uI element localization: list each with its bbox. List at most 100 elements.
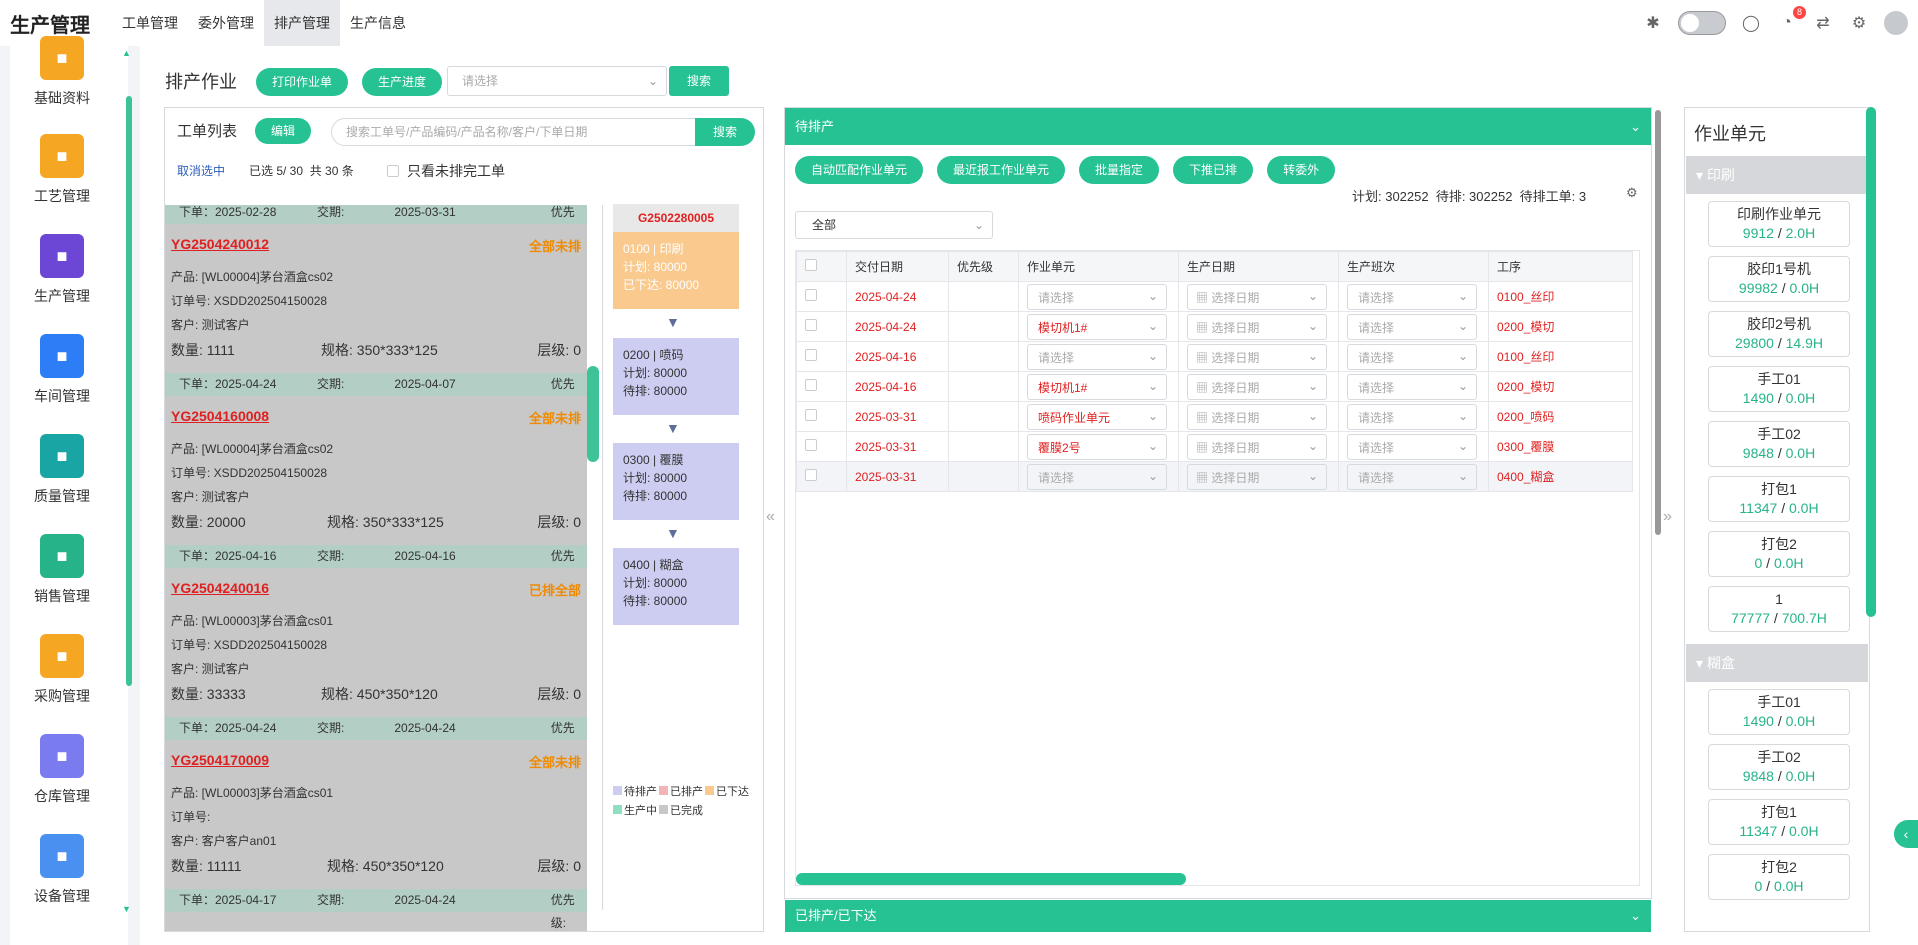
col-process[interactable]: 工序 [1488,251,1633,282]
sidebar-item[interactable]: ■ 设备管理 [10,834,114,906]
chat-icon[interactable]: ◯ [1742,15,1760,32]
pending-action-button[interactable]: 下推已排 [1173,156,1254,184]
work-unit-card[interactable]: 1 77777 / 700.7H [1708,586,1850,632]
process-step[interactable]: 0300 | 覆膜 计划: 80000 待排: 80000 [613,443,739,520]
work-unit-card[interactable]: 打包1 11347 / 0.0H [1708,799,1850,845]
row-checkbox[interactable] [805,469,817,481]
select-all-cell[interactable] [796,251,847,282]
process-step[interactable]: 0400 | 糊盒 计划: 80000 待排: 80000 [613,548,739,625]
scheduled-header[interactable]: 已排产/已下达 ⌄ [785,900,1651,932]
collapse-right-icon[interactable]: » [1663,508,1672,525]
order-search-input[interactable]: 搜索工单号/产品编码/产品名称/客户/下单日期 [346,125,588,139]
deselect-link[interactable]: 取消选中 [177,164,226,178]
shift-select[interactable]: 请选择 [1347,313,1477,340]
order-card[interactable]: YG2504170009 全部未排 产品: [WL00003]茅台酒盒cs01 订单号… [165,740,587,889]
work-unit-select[interactable]: 覆膜2号 [1027,433,1167,460]
row-checkbox[interactable] [805,289,817,301]
sidebar-item[interactable]: ■ 车间管理 [10,334,114,406]
work-unit-select[interactable]: 模切机1# [1027,373,1167,400]
order-search-button[interactable]: 搜索 [694,118,755,146]
pending-filter-select[interactable]: 全部 [795,211,993,239]
nav-work-order[interactable]: 工单管理 [122,15,178,31]
pending-header[interactable]: 待排产 ⌄ [785,108,1651,145]
order-number-link[interactable]: YG2504170009 [171,752,270,768]
row-checkbox[interactable] [805,439,817,451]
sidebar-item[interactable]: ■ 工艺管理 [10,134,114,206]
work-unit-card[interactable]: 打包2 0 / 0.0H [1708,854,1850,900]
work-unit-group[interactable]: ▾ 糊盒 [1686,644,1868,682]
header-select[interactable]: 请选择 [447,66,667,96]
work-unit-card[interactable]: 印刷作业单元 9912 / 2.0H [1708,201,1850,247]
row-checkbox[interactable] [805,319,817,331]
production-date-picker[interactable]: ▦ 选择日期 [1187,283,1327,310]
pending-action-button[interactable]: 批量指定 [1079,156,1160,184]
order-number-link[interactable]: YG2504240016 [171,580,270,596]
shift-select[interactable]: 请选择 [1347,463,1477,490]
order-number-link[interactable]: YG2504160008 [171,408,270,424]
shift-select[interactable]: 请选择 [1347,343,1477,370]
work-unit-card[interactable]: 手工02 9848 / 0.0H [1708,421,1850,467]
work-unit-select[interactable]: 模切机1# [1027,313,1167,340]
sidebar-item[interactable]: ■ 销售管理 [10,534,114,606]
pending-v-scrollbar[interactable] [1655,110,1661,535]
row-checkbox[interactable] [805,409,817,421]
chevron-down-icon[interactable]: ⌄ [1630,908,1641,923]
work-unit-select[interactable]: 请选择 [1027,283,1167,310]
sidebar-item[interactable]: ■ 质量管理 [10,434,114,506]
sidebar-scrollbar[interactable] [126,96,132,686]
production-date-picker[interactable]: ▦ 选择日期 [1187,343,1327,370]
order-card[interactable]: YG2504160008 全部未排 产品: [WL00004]茅台酒盒cs02 订单号… [165,396,587,545]
work-unit-select[interactable]: 喷码作业单元 [1027,403,1167,430]
work-unit-card[interactable]: 手工02 9848 / 0.0H [1708,744,1850,790]
col-production-date[interactable]: 生产日期 [1178,251,1339,282]
edit-button[interactable]: 编辑 [255,118,312,144]
row-checkbox[interactable] [805,349,817,361]
work-unit-card[interactable]: 手工01 1490 / 0.0H [1708,366,1850,412]
sidebar-item[interactable]: ■ 基础资料 [10,36,114,108]
work-unit-group[interactable]: ▾ 印刷 [1686,156,1868,194]
sidebar-item[interactable]: ■ 生产管理 [10,234,114,306]
work-unit-card[interactable]: 胶印2号机 29800 / 14.9H [1708,311,1850,357]
sidebar-item[interactable]: ■ 采购管理 [10,634,114,706]
work-units-scrollbar[interactable] [1866,107,1876,617]
only-unscheduled-checkbox[interactable] [387,165,399,177]
table-h-scrollbar[interactable] [796,873,1186,885]
side-panel-toggle[interactable]: ‹ [1894,820,1918,848]
col-shift[interactable]: 生产班次 [1338,251,1489,282]
work-unit-select[interactable]: 请选择 [1027,463,1167,490]
work-unit-select[interactable]: 请选择 [1027,343,1167,370]
nav-production-info[interactable]: 生产信息 [350,15,406,31]
chevron-down-icon[interactable]: ⌄ [1630,119,1641,134]
print-work-order-button[interactable]: 打印作业单 [256,68,349,96]
pending-action-button[interactable]: 转委外 [1267,156,1336,184]
shift-select[interactable]: 请选择 [1347,283,1477,310]
order-card[interactable]: YG2504240012 全部未排 产品: [WL00004]茅台酒盒cs02 订单号… [165,224,587,373]
production-progress-button[interactable]: 生产进度 [362,68,443,96]
process-step[interactable]: 0100 | 印刷 计划: 80000 已下达: 80000 [613,232,739,309]
scroll-up-icon[interactable]: ▲ [122,48,131,58]
refresh-icon[interactable]: ⚙ [1626,185,1638,200]
scroll-down-icon[interactable]: ▼ [122,904,131,914]
work-unit-card[interactable]: 打包1 11347 / 0.0H [1708,476,1850,522]
sidebar-item[interactable]: ■ 仓库管理 [10,734,114,806]
production-date-picker[interactable]: ▦ 选择日期 [1187,463,1327,490]
avatar[interactable] [1884,11,1908,35]
gear-icon[interactable]: ⚙ [1851,15,1867,32]
production-date-picker[interactable]: ▦ 选择日期 [1187,313,1327,340]
col-work-unit[interactable]: 作业单元 [1018,251,1179,282]
col-due-date[interactable]: 交付日期 [846,251,949,282]
work-unit-card[interactable]: 胶印1号机 99982 / 0.0H [1708,256,1850,302]
process-step[interactable]: 0200 | 喷码 计划: 80000 待排: 80000 [613,338,739,415]
col-priority[interactable]: 优先级 [948,251,1019,282]
pending-action-button[interactable]: 最近报工作业单元 [937,156,1066,184]
production-date-picker[interactable]: ▦ 选择日期 [1187,433,1327,460]
debug-toggle[interactable] [1678,11,1726,35]
nav-scheduling[interactable]: 排产管理 [264,0,340,46]
bug-icon[interactable]: ✱ [1646,15,1660,32]
clock-icon[interactable]: ◔ 8 [1776,6,1806,34]
